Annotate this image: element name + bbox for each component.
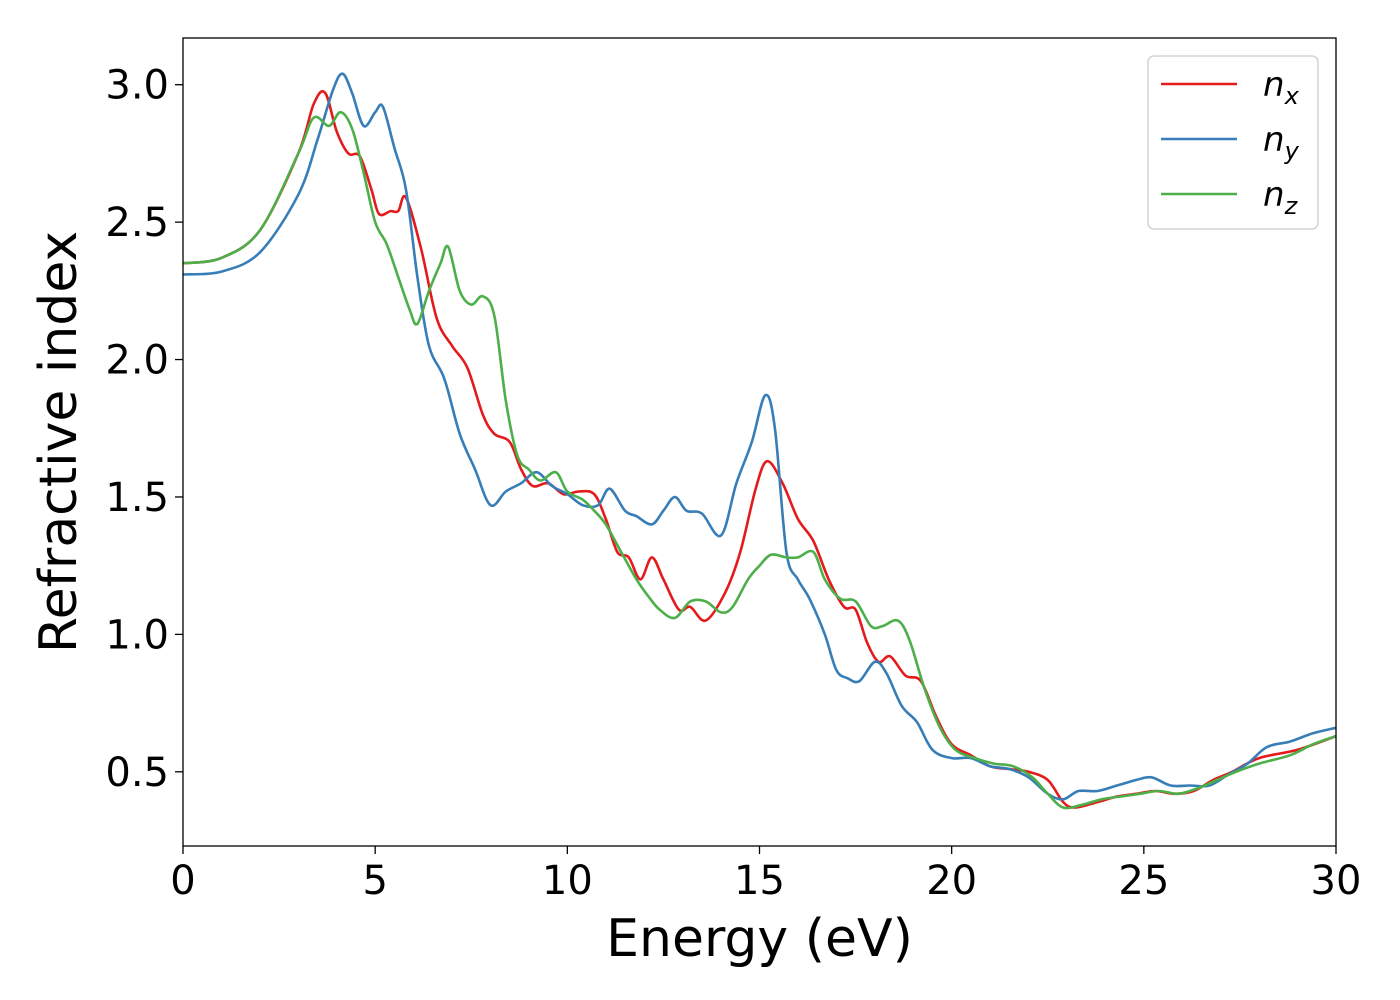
x-tick-label: 20 <box>926 858 977 904</box>
x-tick-label: 10 <box>542 858 593 904</box>
x-tick-label: 0 <box>170 858 195 904</box>
series-line-nx <box>182 90 1337 809</box>
y-tick-label: 0.5 <box>105 750 169 796</box>
series-line-ny <box>182 72 1337 801</box>
y-tick-label: 1.0 <box>105 612 169 658</box>
y-axis-ticks: 0.5 1.0 1.5 2.0 2.5 3.0 <box>105 63 183 796</box>
x-tick-label: 30 <box>1311 858 1362 904</box>
x-axis-ticks: 0 5 10 15 20 25 30 <box>170 846 1361 904</box>
legend-box <box>1147 55 1319 230</box>
y-axis-label: Refractive index <box>29 231 89 653</box>
x-tick-label: 25 <box>1118 858 1169 904</box>
y-tick-label: 3.0 <box>105 63 169 109</box>
y-tick-label: 2.5 <box>105 200 169 246</box>
y-tick-label: 1.5 <box>105 475 169 521</box>
plot-lines <box>182 72 1337 810</box>
x-axis-label: Energy (eV) <box>606 909 913 969</box>
x-tick-label: 5 <box>362 858 387 904</box>
y-tick-label: 2.0 <box>105 338 169 384</box>
x-tick-label: 15 <box>734 858 785 904</box>
series-line-nz <box>182 110 1337 810</box>
